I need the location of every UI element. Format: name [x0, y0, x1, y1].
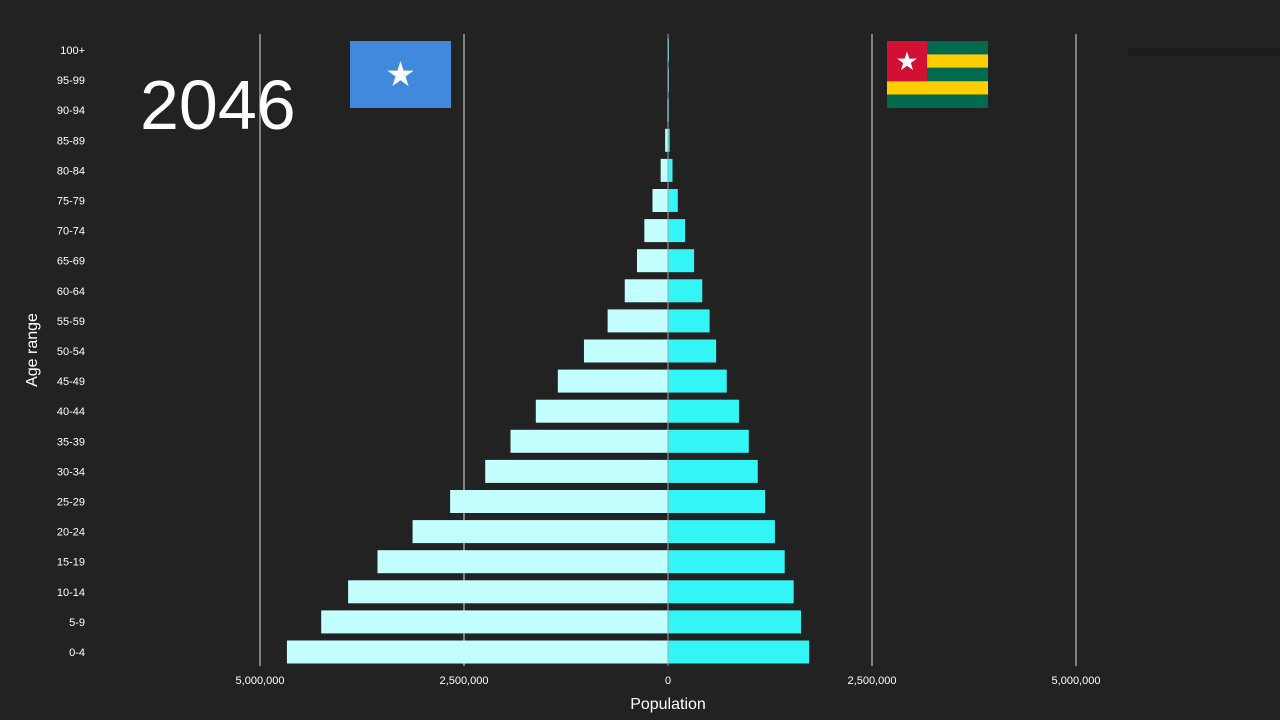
bar-right-35-39	[668, 429, 749, 453]
y-tick-label-30-34: 30-34	[57, 466, 85, 478]
x-axis-label: Population	[630, 696, 706, 713]
bar-right-80-84	[668, 158, 673, 182]
bar-right-25-29	[668, 490, 766, 513]
y-tick-label-90-94: 90-94	[57, 105, 85, 117]
y-tick-label-85-89: 85-89	[57, 135, 85, 147]
bar-right-45-49	[668, 369, 727, 393]
x-tick-label-2: 0	[665, 675, 671, 687]
bar-left-25-29	[450, 490, 668, 513]
somalia-flag-icon	[350, 41, 451, 108]
y-tick-label-20-24: 20-24	[57, 527, 85, 539]
y-tick-label-65-69: 65-69	[57, 256, 85, 268]
bar-left-75-79	[652, 189, 668, 212]
y-tick-label-100+: 100+	[60, 45, 85, 57]
left-bars	[286, 38, 669, 664]
bar-left-85-89	[665, 128, 668, 152]
x-tick-label-0: 5,000,000	[236, 675, 285, 687]
y-tick-label-0-4: 0-4	[69, 647, 85, 659]
y-tick-label-55-59: 55-59	[57, 316, 85, 328]
y-tick-labels: 0-4 5-9 10-14 15-19 20-24 25-29 30-34 35-39 40-4…	[57, 45, 85, 659]
bar-right-60-64	[668, 279, 703, 303]
bar-right-15-19	[668, 550, 785, 574]
y-tick-label-75-79: 75-79	[57, 196, 85, 208]
x-tick-label-1: 2,500,000	[440, 675, 489, 687]
y-tick-label-35-39: 35-39	[57, 436, 85, 448]
year-label: 2046	[140, 66, 296, 144]
x-tick-labels: 5,000,000 2,500,000 0 2,500,000 5,000,000	[236, 675, 1101, 687]
bar-left-15-19	[377, 550, 668, 574]
bar-right-0-4	[668, 640, 810, 664]
y-tick-label-40-44: 40-44	[57, 406, 85, 418]
bar-right-20-24	[668, 520, 775, 544]
bar-left-70-74	[644, 219, 668, 243]
y-tick-label-80-84: 80-84	[57, 165, 85, 177]
y-tick-label-50-54: 50-54	[57, 346, 85, 358]
y-tick-label-15-19: 15-19	[57, 557, 85, 569]
bar-right-10-14	[668, 580, 794, 604]
togo-flag-icon	[887, 41, 988, 108]
bar-right-40-44	[668, 399, 739, 423]
bar-right-75-79	[668, 189, 678, 212]
bar-left-40-44	[535, 399, 668, 423]
right-bars	[668, 38, 810, 664]
bar-right-70-74	[668, 219, 686, 243]
bar-left-20-24	[412, 520, 668, 544]
bar-left-5-9	[321, 610, 668, 634]
bar-right-55-59	[668, 309, 710, 333]
y-axis-label: Age range	[24, 313, 41, 387]
y-tick-label-45-49: 45-49	[57, 376, 85, 388]
bar-left-10-14	[348, 580, 668, 604]
y-tick-label-60-64: 60-64	[57, 286, 85, 298]
bar-left-30-34	[485, 459, 668, 483]
bar-left-65-69	[636, 249, 668, 273]
y-tick-label-25-29: 25-29	[57, 497, 85, 509]
bar-left-50-54	[583, 339, 668, 363]
bar-left-35-39	[510, 429, 668, 453]
bar-right-65-69	[668, 249, 695, 273]
bar-left-45-49	[557, 369, 668, 393]
y-tick-label-70-74: 70-74	[57, 226, 85, 238]
bar-left-80-84	[660, 158, 668, 182]
x-tick-label-3: 2,500,000	[848, 675, 897, 687]
bar-right-5-9	[668, 610, 802, 634]
x-tick-label-4: 5,000,000	[1052, 675, 1101, 687]
bar-right-50-54	[668, 339, 717, 363]
bar-right-30-34	[668, 459, 758, 483]
y-tick-label-10-14: 10-14	[57, 587, 85, 599]
bar-left-0-4	[286, 640, 668, 664]
y-tick-label-5-9: 5-9	[69, 617, 85, 629]
bar-right-85-89	[668, 128, 670, 152]
bar-left-55-59	[607, 309, 668, 333]
y-tick-label-95-99: 95-99	[57, 75, 85, 87]
bar-left-60-64	[624, 279, 668, 303]
top-bar-decoration	[1128, 48, 1280, 56]
